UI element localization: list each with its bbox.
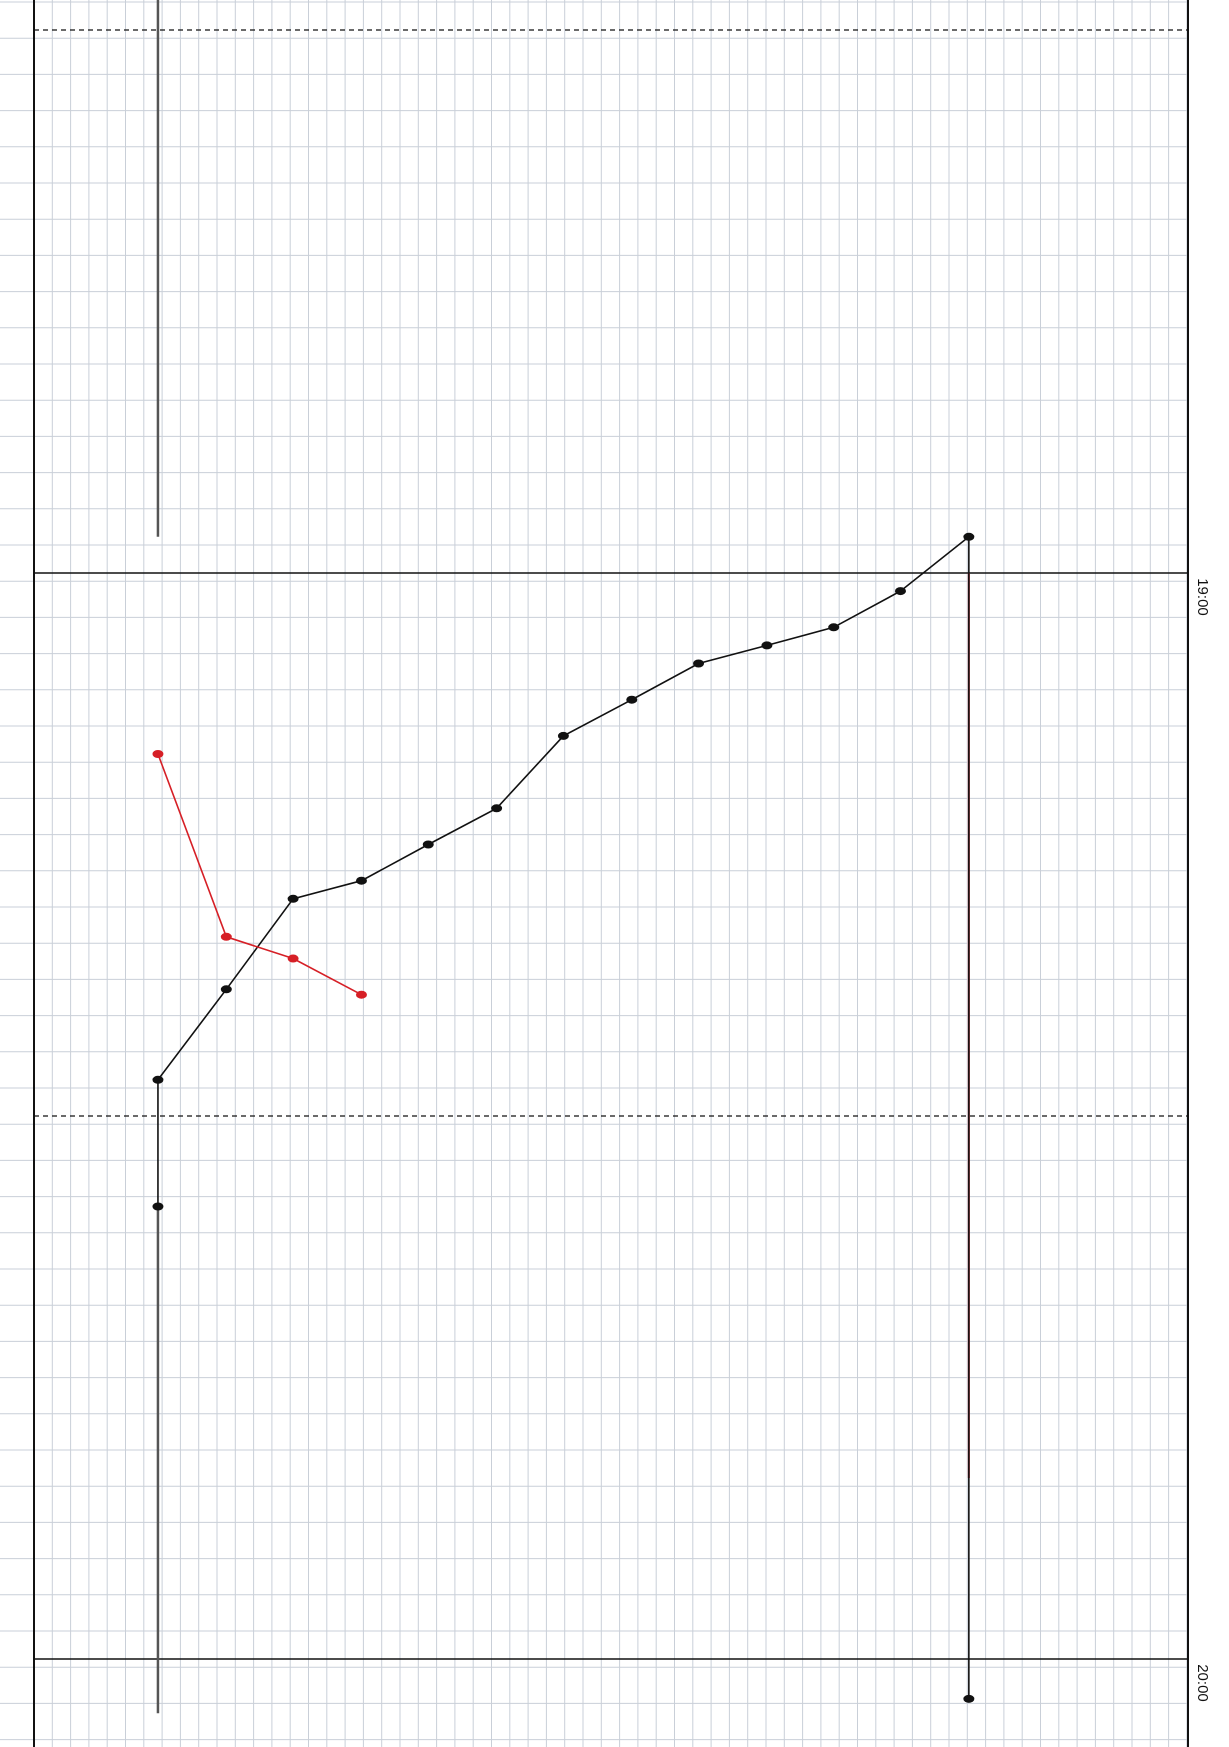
- black-series-point: [152, 1202, 164, 1211]
- time-tick-label: 20:00: [1194, 1664, 1211, 1702]
- black-series-point: [152, 1075, 164, 1084]
- black-series-point: [761, 641, 773, 650]
- black-series-point: [220, 985, 232, 994]
- black-series-point: [828, 623, 840, 632]
- red-series-line: [157, 753, 362, 996]
- black-series-point: [963, 1694, 975, 1703]
- red-series-point: [152, 750, 164, 758]
- black-series-line: [157, 535, 970, 1699]
- black-series-point: [355, 876, 367, 885]
- time-tick-label: 19:00: [1194, 578, 1211, 616]
- black-series-point: [557, 731, 569, 740]
- black-series-point: [963, 532, 975, 541]
- red-series-point: [355, 990, 367, 999]
- black-series-point: [693, 659, 705, 668]
- black-series-point: [491, 804, 503, 813]
- black-series-point: [894, 587, 906, 596]
- red-series-point: [287, 954, 299, 963]
- black-series-point: [626, 695, 638, 704]
- red-series-point: [220, 932, 232, 941]
- black-series-point: [422, 840, 434, 849]
- black-series-point: [287, 894, 299, 903]
